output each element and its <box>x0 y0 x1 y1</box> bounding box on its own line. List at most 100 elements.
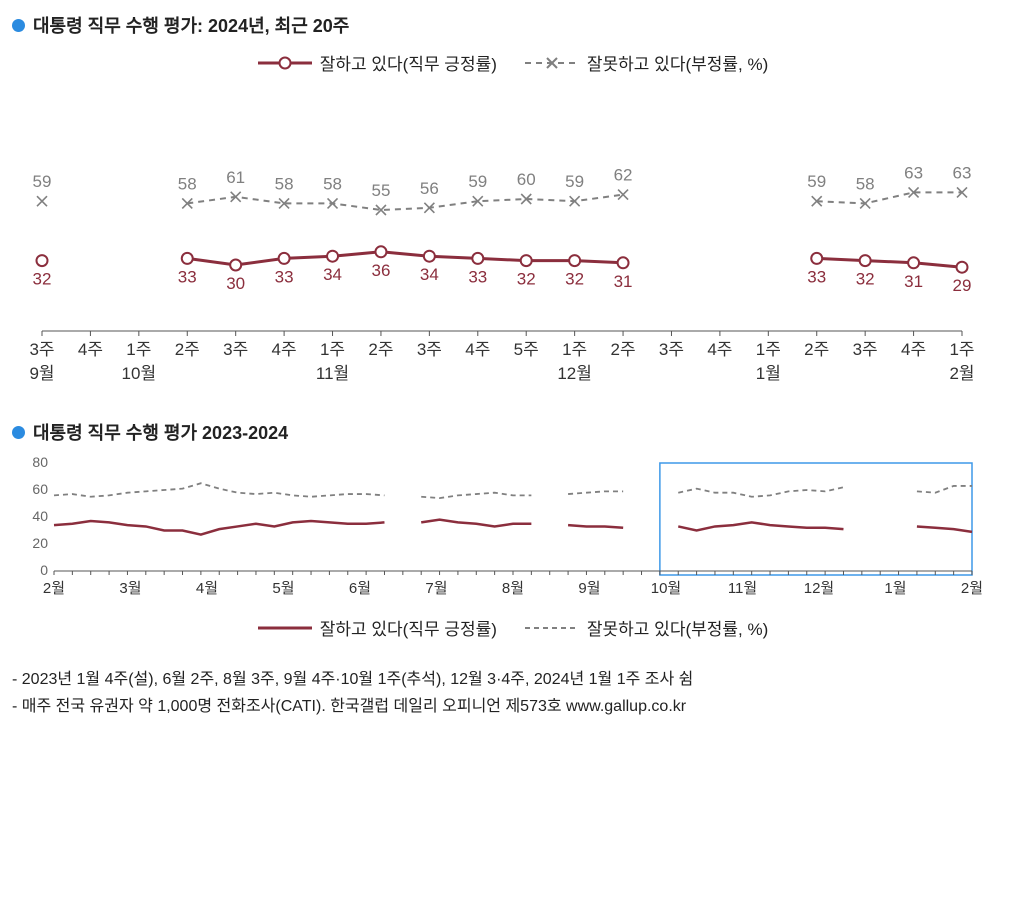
legend-negative-label: 잘못하고 있다(부정률, %) <box>587 50 768 75</box>
positive-line <box>187 252 623 265</box>
positive-value-label: 34 <box>420 265 439 284</box>
positive-value-label: 32 <box>856 270 875 289</box>
negative-value-label: 59 <box>33 172 52 191</box>
month-label: 8월 <box>502 580 524 597</box>
xtick-month-label: 1월 <box>756 364 781 383</box>
ytick-label: 0 <box>40 562 48 578</box>
legend-negative-label: 잘못하고 있다(부정률, %) <box>587 615 768 640</box>
legend-positive: 잘하고 있다(직무 긍정률) <box>258 50 497 75</box>
positive-marker <box>521 255 532 266</box>
positive-marker <box>37 255 48 266</box>
month-label: 2월 <box>961 580 983 597</box>
positive-marker <box>811 253 822 264</box>
positive-value-label: 34 <box>323 265 342 284</box>
footnote-line: - 매주 전국 유권자 약 1,000명 전화조사(CATI). 한국갤럽 데일… <box>12 695 1014 720</box>
positive-marker <box>327 251 338 262</box>
xtick-week-label: 3주 <box>853 340 878 359</box>
month-label: 7월 <box>425 580 447 597</box>
negative-value-label: 62 <box>614 166 633 185</box>
xtick-month-label: 11월 <box>316 364 349 383</box>
month-label: 9월 <box>578 580 600 597</box>
xtick-week-label: 5주 <box>514 340 539 359</box>
xtick-week-label: 2주 <box>804 340 829 359</box>
positive-marker <box>908 257 919 268</box>
xtick-week-label: 3주 <box>29 340 54 359</box>
top-chart-panel: 대통령 직무 수행 평가: 2024년, 최근 20주 잘하고 있다(직무 긍정… <box>12 12 1014 391</box>
negative-value-label: 58 <box>323 174 342 193</box>
positive-marker <box>472 253 483 264</box>
positive-value-label: 32 <box>33 270 52 289</box>
legend-positive: 잘하고 있다(직무 긍정률) <box>258 615 497 640</box>
positive-marker <box>618 257 629 268</box>
xtick-week-label: 1주 <box>949 340 974 359</box>
negative-line-small <box>568 491 623 494</box>
positive-value-label: 33 <box>275 267 294 286</box>
negative-line-small <box>54 483 384 497</box>
negative-value-label: 58 <box>856 174 875 193</box>
ytick-label: 20 <box>32 535 48 551</box>
positive-line-small <box>421 520 531 527</box>
legend-negative: 잘못하고 있다(부정률, %) <box>525 50 768 75</box>
xtick-week-label: 4주 <box>707 340 732 359</box>
negative-value-label: 59 <box>807 172 826 191</box>
bottom-chart-title: 대통령 직무 수행 평가 2023-2024 <box>33 419 288 445</box>
negative-line-small <box>917 486 972 493</box>
positive-line-small <box>678 522 843 530</box>
positive-marker <box>375 246 386 257</box>
bullet-icon <box>12 426 25 439</box>
positive-value-label: 30 <box>226 274 245 293</box>
footnote-line: - 2023년 1월 4주(설), 6월 2주, 8월 3주, 9월 4주·10… <box>12 668 1014 693</box>
xtick-week-label: 3주 <box>417 340 442 359</box>
top-chart-title-row: 대통령 직무 수행 평가: 2024년, 최근 20주 <box>12 12 1014 38</box>
negative-value-label: 56 <box>420 179 439 198</box>
positive-value-label: 33 <box>178 267 197 286</box>
legend-positive-label: 잘하고 있다(직무 긍정률) <box>320 615 497 640</box>
negative-line <box>817 192 962 203</box>
month-label: 3월 <box>119 580 141 597</box>
footnotes: - 2023년 1월 4주(설), 6월 2주, 8월 3주, 9월 4주·10… <box>12 668 1014 720</box>
negative-value-label: 60 <box>517 170 536 189</box>
legend-negative-swatch <box>525 53 579 73</box>
ytick-label: 60 <box>32 481 48 497</box>
negative-line <box>187 195 623 210</box>
legend-negative-swatch <box>525 618 579 638</box>
negative-value-label: 63 <box>904 163 923 182</box>
xtick-week-label: 4주 <box>901 340 926 359</box>
positive-marker <box>424 251 435 262</box>
bottom-chart-svg: 0204060802월3월4월5월6월7월8월9월10월11월12월1월2월 <box>12 457 992 607</box>
x-marker-icon <box>328 198 338 208</box>
xtick-week-label: 3주 <box>223 340 248 359</box>
month-label: 12월 <box>804 580 835 597</box>
month-label: 4월 <box>196 580 218 597</box>
bottom-chart-title-row: 대통령 직무 수행 평가 2023-2024 <box>12 419 1014 445</box>
positive-marker <box>569 255 580 266</box>
xtick-week-label: 3주 <box>659 340 684 359</box>
positive-value-label: 31 <box>904 272 923 291</box>
ytick-label: 40 <box>32 508 48 524</box>
bottom-chart-area: 0204060802월3월4월5월6월7월8월9월10월11월12월1월2월 <box>12 457 1014 607</box>
xtick-week-label: 2주 <box>610 340 635 359</box>
bottom-chart-legend: 잘하고 있다(직무 긍정률) 잘못하고 있다(부정률, %) <box>12 615 1014 640</box>
month-label: 2월 <box>43 580 65 597</box>
month-label: 10월 <box>651 580 682 597</box>
xtick-week-label: 1주 <box>320 340 345 359</box>
ytick-label: 80 <box>32 457 48 470</box>
month-label: 1월 <box>884 580 906 597</box>
positive-value-label: 29 <box>953 276 972 295</box>
top-chart-area: 59 58 61 58 58 55 56 59 60 59 62 59 58 6… <box>12 91 1014 391</box>
positive-marker <box>957 262 968 273</box>
positive-marker <box>230 260 241 271</box>
xtick-week-label: 1주 <box>756 340 781 359</box>
xtick-week-label: 2주 <box>175 340 200 359</box>
x-marker-icon <box>37 196 47 206</box>
negative-value-label: 59 <box>468 172 487 191</box>
xtick-month-label: 9월 <box>29 364 54 383</box>
xtick-week-label: 1주 <box>126 340 151 359</box>
top-chart-legend: 잘하고 있다(직무 긍정률) 잘못하고 있다(부정률, %) <box>12 50 1014 75</box>
top-chart-title: 대통령 직무 수행 평가: 2024년, 최근 20주 <box>33 12 349 38</box>
positive-marker <box>182 253 193 264</box>
positive-line-small <box>568 525 623 528</box>
positive-line <box>817 258 962 267</box>
xtick-month-label: 12월 <box>557 364 592 383</box>
xtick-month-label: 2월 <box>949 364 974 383</box>
